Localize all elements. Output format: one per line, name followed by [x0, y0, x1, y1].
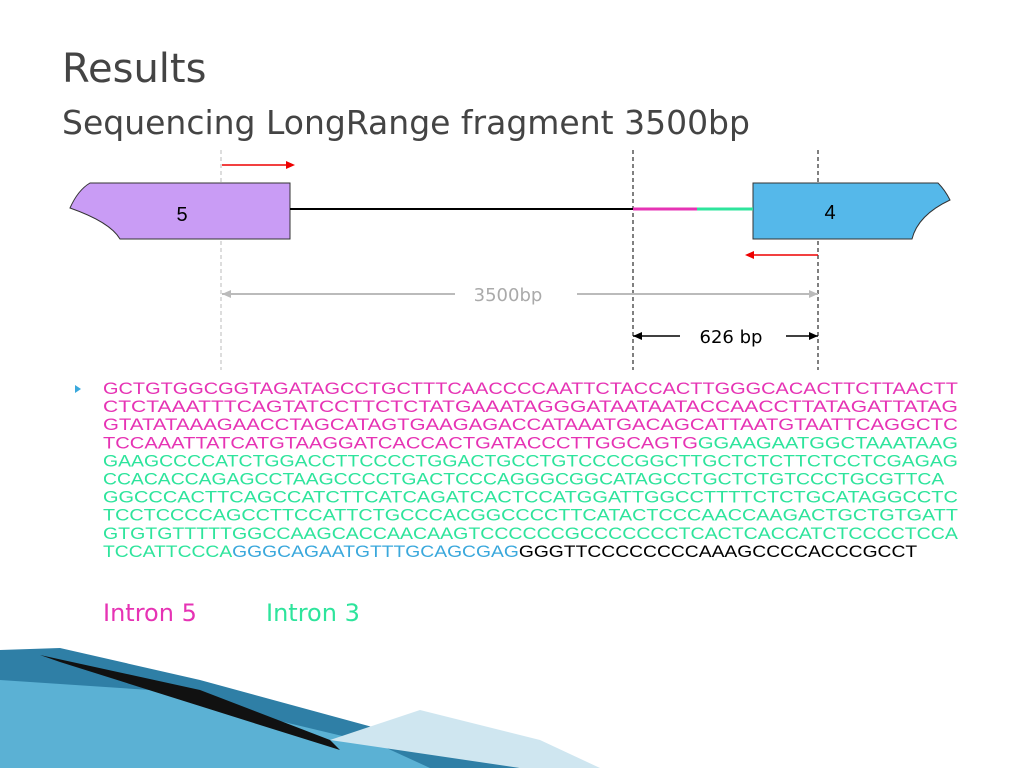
sequence-line: GTGTGTTTTTGGCCAAGCACCAACAAGTCCCCCCGCCCCC… [103, 524, 959, 543]
sequence-line: CTCTAAATTTCAGTATCCTTCTCTATGAAATAGGGATAAT… [103, 397, 958, 416]
primer-arrow [745, 251, 754, 259]
sequence-segment: GCTGTGGCGGTAGATAGCCTGCTTTCAACCCCAATTCTAC… [103, 379, 958, 398]
sequence-line: GGCCCACTTCAGCCATCTTCATCAGATCACTCCATGGATT… [103, 488, 958, 507]
sequence-segment: GGGTTCCCCCCCCAAAGCCCCACCCGCCT [519, 542, 917, 561]
sequence-line: GCTGTGGCGGTAGATAGCCTGCTTTCAACCCCAATTCTAC… [103, 379, 958, 398]
sequence-segment: TCCAAATTATCATGTAAGGATCACCACTGATACCCTTGGC… [103, 433, 698, 452]
subtitle: Sequencing LongRange fragment 3500bp [62, 103, 750, 142]
span-arrow [222, 290, 231, 298]
bullet [75, 385, 81, 393]
sequence-line: TCCTCCCCAGCCTTCCATTCTGCCCACGGCCCCTTCATAC… [103, 506, 958, 525]
swoosh [330, 710, 600, 768]
span-arrow [633, 332, 642, 340]
legend-item: Intron 5 [103, 599, 197, 627]
exon-label: 4 [824, 202, 835, 224]
span-label: 626 bp [700, 327, 763, 348]
swoosh [0, 680, 430, 768]
sequence-segment: GAAGCCCCATCTGGACCTTCCCCTGGACTGCCTGTCCCCG… [103, 451, 958, 470]
sequence-segment: GGGCAGAATGTTTGCAGCGAG [232, 542, 519, 561]
span-label: 3500bp [474, 285, 543, 306]
sequence-segment: GGCCCACTTCAGCCATCTTCATCAGATCACTCCATGGATT… [103, 488, 958, 507]
sequence-segment: CTCTAAATTTCAGTATCCTTCTCTATGAAATAGGGATAAT… [103, 397, 958, 416]
sequence-segment: CCACACCAGAGCCTAAGCCCCTGACTCCCAGGGCGGCATA… [103, 470, 945, 489]
sequence: GCTGTGGCGGTAGATAGCCTGCTTTCAACCCCAATTCTAC… [103, 379, 959, 561]
legend: Intron 5 Intron 3 [103, 599, 360, 627]
sequence-segment: GGAAGAATGGCTAAATAAG [698, 433, 958, 452]
legend-item: Intron 3 [266, 599, 360, 627]
span-arrow [809, 332, 818, 340]
sequence-segment: TCCTCCCCAGCCTTCCATTCTGCCCACGGCCCCTTCATAC… [103, 506, 958, 525]
sequence-segment: GTGTGTTTTTGGCCAAGCACCAACAAGTCCCCCCGCCCCC… [103, 524, 959, 543]
sequence-line: GTATATAAAGAACCTAGCATAGTGAAGAGACCATAAATGA… [103, 415, 958, 434]
primer-arrow [286, 161, 295, 169]
title: Results [62, 46, 206, 92]
exon-label: 5 [176, 204, 187, 226]
sequence-segment: TCCATTCCCA [103, 542, 233, 561]
span-arrow [809, 290, 818, 298]
sequence-line: TCCATTCCCA GGGCAGAATGTTTGCAGCGAG GGGTTCCCC… [103, 542, 917, 561]
exon-box [752, 182, 951, 240]
swoosh [40, 655, 340, 750]
sequence-line: TCCAAATTATCATGTAAGGATCACCACTGATACCCTTGGC… [103, 433, 958, 452]
sequence-segment: GTATATAAAGAACCTAGCATAGTGAAGAGACCATAAATGA… [103, 415, 958, 434]
sequence-line: CCACACCAGAGCCTAAGCCCCTGACTCCCAGGGCGGCATA… [103, 470, 945, 489]
sequence-line: GAAGCCCCATCTGGACCTTCCCCTGGACTGCCTGTCCCCG… [103, 451, 958, 470]
exon-box [69, 182, 291, 240]
